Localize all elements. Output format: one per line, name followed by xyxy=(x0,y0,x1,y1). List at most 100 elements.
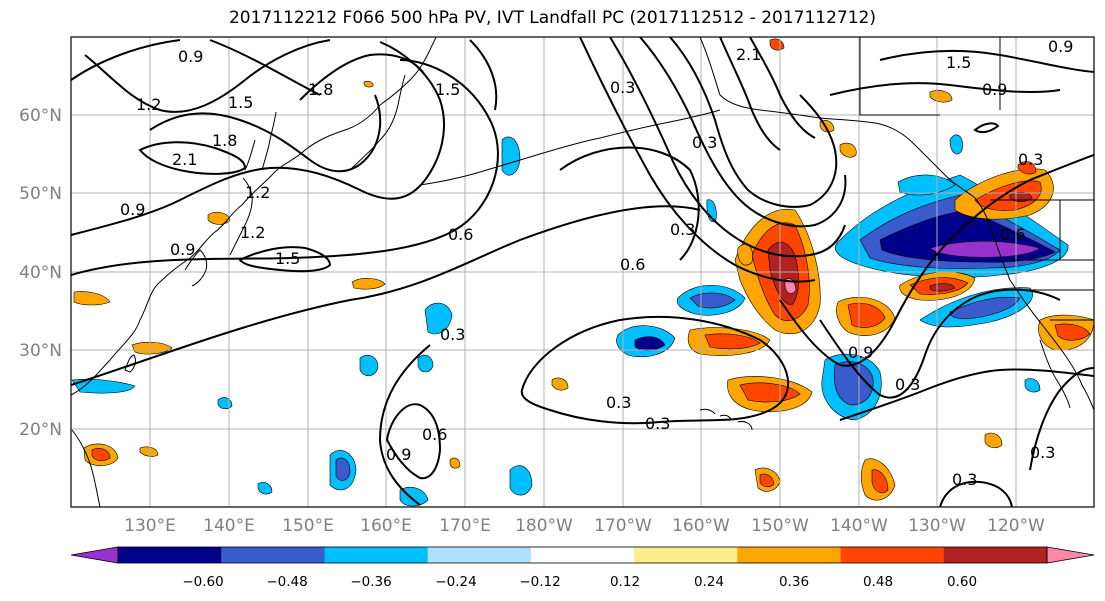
shade-neg-small12 xyxy=(1024,378,1041,393)
shade-neg-small1 xyxy=(424,302,453,335)
contour-label: 0.3 xyxy=(606,393,631,412)
contour-trough-2 xyxy=(639,37,847,228)
contour-trough-5 xyxy=(719,37,781,151)
contour-label: 1.5 xyxy=(228,93,253,112)
coast-na-west xyxy=(974,197,1094,411)
contour-label: 0.3 xyxy=(645,414,670,433)
shade-neg-se-inner xyxy=(949,296,1021,320)
contour-1.2 xyxy=(84,39,331,113)
contour-trough-3 xyxy=(609,37,846,258)
contour-label: 0.9 xyxy=(848,343,873,362)
map-title: 2017112212 F066 500 hPa PV, IVT Landfall… xyxy=(228,8,876,28)
contour-east-0.9 xyxy=(779,154,1094,367)
shade-pos-f-inner xyxy=(759,473,775,488)
shade-pos-k xyxy=(207,211,231,225)
contour-1.8 xyxy=(138,141,247,175)
contour-label: 0.9 xyxy=(178,47,203,66)
longitude-labels: 130°E 140°E 150°E 160°E 170°E 180°W 170°… xyxy=(124,516,1045,536)
contour-label: 0.3 xyxy=(440,325,465,344)
contour-label: 1.5 xyxy=(946,53,971,72)
coast-sakhalin xyxy=(261,111,277,171)
coast-asia-mainland xyxy=(71,37,437,396)
lat-label: 50°N xyxy=(19,184,62,204)
lon-label: 160°W xyxy=(672,516,730,536)
coast-japan xyxy=(229,139,256,256)
shade-pos-h-inner xyxy=(91,448,111,462)
contour-label: 0.3 xyxy=(895,375,920,394)
contour-east-0.3 xyxy=(839,368,1094,421)
lon-label: 140°E xyxy=(203,516,255,536)
contour-label: 0.3 xyxy=(692,133,717,152)
border-states xyxy=(999,37,1094,321)
contour-label-group: 0.9 1.2 1.5 1.8 1.5 2.1 1.8 0.9 1.2 1.2 … xyxy=(120,37,1073,489)
coast-alaska xyxy=(699,37,976,199)
contour-0.3-south xyxy=(71,205,701,506)
contour-east-lat20 xyxy=(1029,367,1094,471)
shade-pos-a-inner xyxy=(704,333,761,350)
contour-label: 1.5 xyxy=(435,80,460,99)
contour-label: 2.1 xyxy=(172,150,197,169)
contour-ne-loop xyxy=(973,122,1000,134)
lon-label: 150°W xyxy=(751,516,809,536)
contour-label: 1.8 xyxy=(308,80,333,99)
shade-pos-g xyxy=(73,291,111,306)
contour-0.9-a xyxy=(71,41,446,236)
shade-neg-small5 xyxy=(399,487,429,507)
contour-label: 0.9 xyxy=(170,240,195,259)
contour-1.5-b xyxy=(238,246,332,273)
shade-pos-q xyxy=(139,446,159,457)
contour-label: 1.2 xyxy=(240,223,265,242)
shade-pos-v xyxy=(363,80,374,88)
shade-pos-c-inner xyxy=(847,302,886,328)
contour-label: 1.2 xyxy=(136,95,161,114)
lon-label: 130°W xyxy=(908,516,966,536)
contour-label: 0.6 xyxy=(1000,225,1025,244)
contour-label: 0.6 xyxy=(620,255,645,274)
contour-1.8-b xyxy=(299,39,498,111)
contour-label: 0.6 xyxy=(448,225,473,244)
contour-label: 0.6 xyxy=(422,425,447,444)
lon-label: 140°W xyxy=(830,516,888,536)
shade-pos-j xyxy=(351,278,386,290)
contour-label: 2.1 xyxy=(736,45,761,64)
shade-pos-o xyxy=(984,432,1003,449)
shade-neg-mid3-inner xyxy=(634,336,666,351)
contour-label: 1.5 xyxy=(275,249,300,268)
contour-label: 0.9 xyxy=(1048,37,1073,56)
contour-label: 0.9 xyxy=(982,80,1007,99)
shade-pos-p xyxy=(551,377,569,391)
shade-neg-band-core xyxy=(929,240,1041,258)
contour-trough-6 xyxy=(749,37,816,139)
contour-label: 1.2 xyxy=(245,183,270,202)
lon-label: 120°W xyxy=(987,516,1045,536)
shade-neg-small11 xyxy=(257,482,273,495)
lon-label: 170°W xyxy=(594,516,652,536)
shade-pos-e-inner xyxy=(1054,323,1091,341)
lat-label: 20°N xyxy=(19,420,62,440)
lon-label: 160°E xyxy=(360,516,412,536)
shade-neg-small3i xyxy=(335,457,351,481)
shade-neg-small14 xyxy=(897,174,956,196)
contour-trough-4 xyxy=(579,37,816,283)
lon-label: 130°E xyxy=(124,516,176,536)
lat-label: 60°N xyxy=(19,106,62,126)
contour-east-0.6 xyxy=(819,288,1061,399)
coastlines xyxy=(71,37,1094,507)
shade-neg-small13 xyxy=(949,134,963,155)
shade-pos-d-inner xyxy=(871,469,889,494)
coast-aleutians xyxy=(419,109,721,186)
contour-label: 0.9 xyxy=(120,200,145,219)
lat-label: 40°N xyxy=(19,263,62,283)
coast-baja xyxy=(1039,339,1071,409)
coast-kamchatka xyxy=(349,74,406,171)
contour-label: 0.3 xyxy=(610,78,635,97)
shade-pos-30n-core xyxy=(929,283,956,292)
contour-0.6-a xyxy=(71,59,499,276)
contour-label: 1.8 xyxy=(212,131,237,150)
pv-contours xyxy=(71,37,1094,507)
contour-1.5-a xyxy=(149,94,382,173)
coast-taiwan xyxy=(124,354,136,373)
shade-pos-s xyxy=(1017,161,1037,175)
shade-neg-small6 xyxy=(359,355,379,377)
